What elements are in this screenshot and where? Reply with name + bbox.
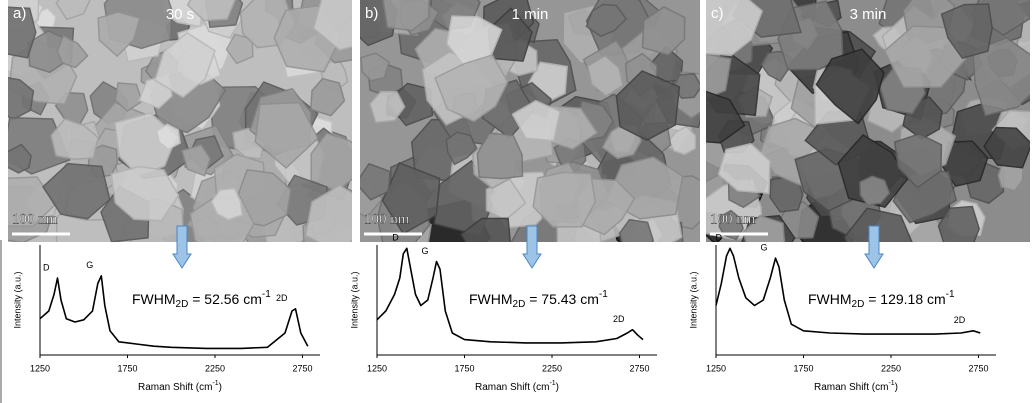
panel-label: c) (711, 5, 724, 22)
x-tick-label: 2750 (968, 363, 988, 373)
fwhm-value: = 52.56 cm (188, 291, 262, 307)
fwhm-sup: -1 (262, 289, 271, 300)
x-tick-label: 1750 (793, 363, 813, 373)
peak-label: D (43, 262, 50, 272)
fwhm-text: FWHM (808, 291, 852, 307)
panel-label: b) (365, 5, 378, 22)
x-label-text: Raman Shift (cm (138, 382, 212, 393)
x-axis-label: Raman Shift (cm-1) (475, 380, 559, 393)
x-tick-label: 1250 (30, 363, 50, 373)
peak-label: G (86, 260, 93, 270)
x-label-end: ) (895, 382, 898, 393)
x-axis-label: Raman Shift (cm-1) (814, 380, 898, 393)
x-tick-label: 2250 (205, 363, 225, 373)
micrograph (0, 0, 379, 270)
scale-bar-label: 100 nm (710, 211, 756, 227)
x-tick-label: 1250 (367, 363, 387, 373)
fwhm-annotation: FWHM2D = 75.43 cm-1 (469, 289, 608, 310)
fwhm-text: FWHM (132, 291, 176, 307)
fwhm-annotation: FWHM2D = 52.56 cm-1 (132, 289, 271, 310)
x-label-end: ) (556, 382, 559, 393)
fwhm-sub: 2D (852, 299, 865, 310)
x-label-text: Raman Shift (cm (475, 382, 549, 393)
panel-label: a) (13, 5, 26, 22)
peak-label: D (392, 233, 399, 243)
fwhm-value: = 129.18 cm (864, 291, 945, 307)
x-label-end: ) (219, 382, 222, 393)
time-label: 1 min (512, 6, 549, 23)
x-tick-label: 2750 (629, 363, 649, 373)
fwhm-sub: 2D (513, 299, 526, 310)
peak-label: D (716, 233, 723, 243)
fwhm-annotation: FWHM2D = 129.18 cm-1 (808, 289, 955, 310)
x-tick-label: 2250 (542, 363, 562, 373)
fwhm-text: FWHM (469, 291, 513, 307)
peak-label: 2D (954, 315, 966, 325)
grain (311, 133, 368, 191)
fwhm-sup: -1 (946, 289, 955, 300)
x-tick-label: 2750 (292, 363, 312, 373)
fwhm-sup: -1 (599, 289, 608, 300)
x-axis-label: Raman Shift (cm-1) (138, 380, 222, 393)
x-tick-label: 2250 (881, 363, 901, 373)
fwhm-value: = 75.43 cm (525, 291, 599, 307)
y-axis-label: Intensity (a.u.) (349, 271, 359, 328)
x-tick-label: 1750 (117, 363, 137, 373)
time-label: 30 s (166, 6, 194, 23)
x-label-text: Raman Shift (cm (814, 382, 888, 393)
scale-bar-label: 100 nm (12, 211, 58, 227)
x-tick-label: 1750 (454, 363, 474, 373)
x-tick-label: 1250 (706, 363, 726, 373)
y-axis-label: Intensity (a.u.) (12, 271, 22, 328)
peak-label: 2D (613, 314, 625, 324)
time-label: 3 min (850, 6, 887, 23)
fwhm-sub: 2D (176, 299, 189, 310)
spectrum-line (40, 276, 308, 349)
scale-bar-label: 100 nm (364, 211, 410, 227)
figure: a) 30 s 100 nm b) 1 min 100 nm c) 3 min 100 nm 12… (0, 0, 1033, 403)
peak-label: G (760, 243, 767, 253)
peak-label: G (421, 246, 428, 256)
y-axis-label: Intensity (a.u.) (688, 271, 698, 328)
peak-label: 2D (276, 293, 288, 303)
